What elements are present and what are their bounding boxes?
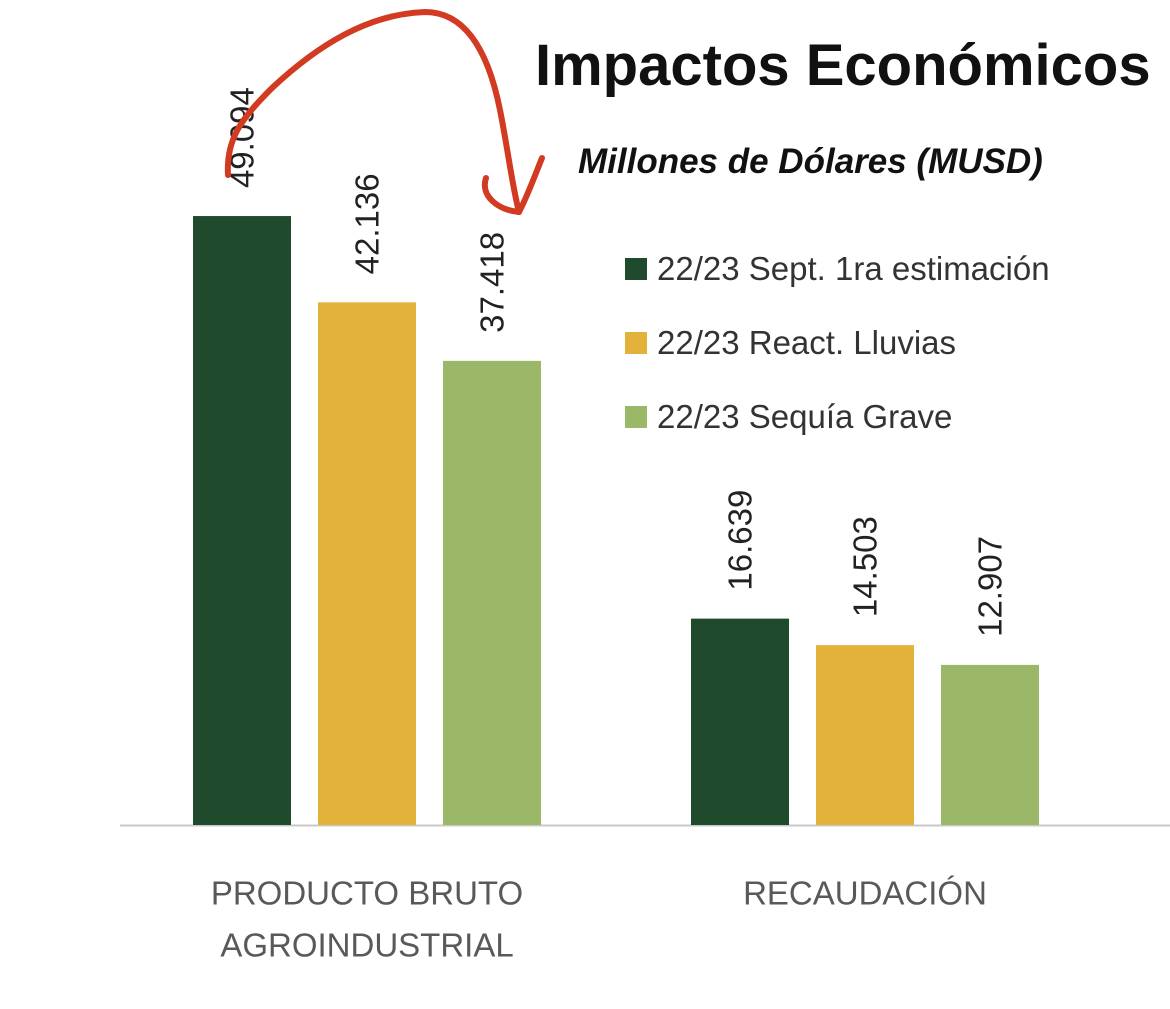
data-label: 12.907 [972,536,1009,637]
legend-swatch-sept [625,258,647,280]
legend: 22/23 Sept. 1ra estimación 22/23 React. … [625,232,1050,454]
x-tick-label: RECAUDACIÓN [743,875,987,912]
bar [941,664,1039,825]
data-label: 14.503 [847,516,884,617]
chart-title: Impactos Económicos [535,33,1151,98]
legend-item-sept: 22/23 Sept. 1ra estimación [625,232,1050,306]
bar [443,360,541,825]
x-tick-label: AGROINDUSTRIAL [220,927,513,964]
legend-item-lluvias: 22/23 React. Lluvias [625,306,1050,380]
chart-subtitle: Millones de Dólares (MUSD) [578,142,1043,181]
bar [193,216,291,825]
data-label: 42.136 [349,173,386,274]
bar [691,618,789,825]
bar [816,645,914,825]
legend-item-sequia: 22/23 Sequía Grave [625,380,1050,454]
legend-label: 22/23 Sequía Grave [657,398,953,435]
x-tick-label: PRODUCTO BRUTO [211,875,523,912]
legend-swatch-lluvias [625,332,647,354]
legend-label: 22/23 Sept. 1ra estimación [657,250,1050,287]
data-label: 37.418 [474,232,511,333]
annotation-arrowhead-icon [481,155,545,215]
annotation-arrow-icon [224,9,522,215]
data-label: 16.639 [722,490,759,591]
legend-label: 22/23 React. Lluvias [657,324,957,361]
legend-swatch-sequia [625,406,647,428]
bar [318,302,416,825]
